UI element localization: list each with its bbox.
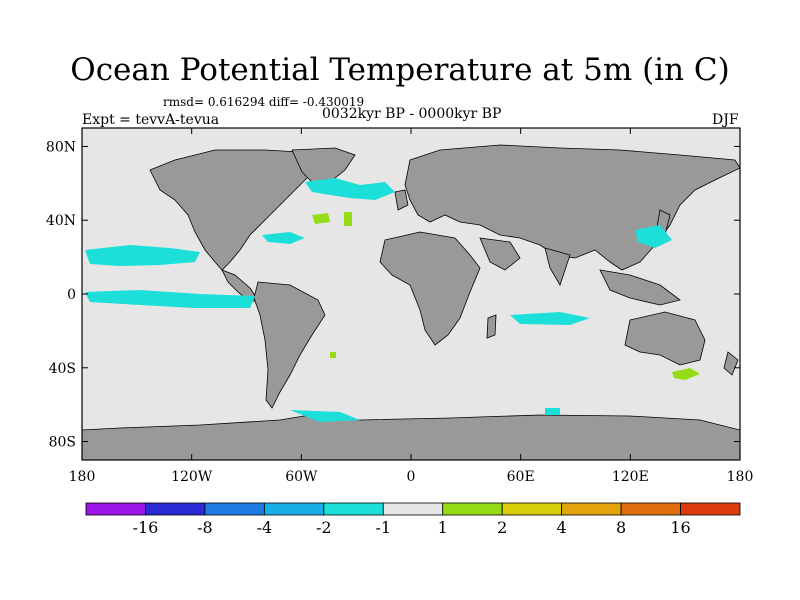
experiment-label: Expt = tevvA-tevua: [82, 112, 220, 128]
colorbar-swatch: [561, 502, 622, 516]
anomaly-patch-atlantic-green: [312, 212, 352, 226]
anomaly-patch-north-pacific: [85, 245, 200, 266]
lat-tick-label: 0: [67, 287, 76, 303]
lat-tick-label: 40N: [46, 213, 76, 229]
anomaly-patch-australia-green: [672, 368, 700, 380]
rmsd-diff-stats: rmsd= 0.616294 diff= -0.430019: [163, 95, 365, 109]
lon-tick-label: 60W: [285, 469, 318, 485]
arabia-india-landmass: [479, 237, 571, 286]
colorbar-swatch: [145, 502, 206, 516]
latitude-axis: 80N 40N 0 40S 80S: [46, 139, 740, 451]
colorbar-label: 8: [615, 518, 627, 537]
south-america-landmass: [253, 281, 326, 409]
map-title: Ocean Potential Temperature at 5m (in C): [70, 52, 730, 88]
colorbar-swatch: [501, 502, 563, 516]
lat-tick-label: 40S: [49, 361, 76, 377]
colorbar-label: 1: [437, 518, 448, 537]
lat-tick-label: 80S: [49, 435, 76, 451]
map-panel: [81, 127, 741, 461]
anomaly-layer: [85, 178, 700, 422]
anomaly-patch-indian-ocean: [510, 312, 590, 325]
colorbar-swatch: [680, 502, 741, 516]
greenland-landmass: [291, 147, 356, 186]
anomaly-patch-southern-ocean: [290, 408, 560, 422]
anomaly-patch-equatorial-pacific: [85, 290, 255, 308]
colorbar-label: -1: [375, 518, 392, 537]
anomaly-patch-north-atlantic: [305, 178, 395, 200]
lon-tick-label: 0: [407, 469, 416, 485]
british-isles-landmass: [394, 189, 409, 211]
lon-tick-label: 120W: [171, 469, 213, 485]
colorbar-label: 2: [497, 518, 508, 537]
colorbar-swatch: [323, 502, 384, 516]
anomaly-patch-south-atlantic-green: [330, 352, 336, 358]
colorbar-labels: -16 -8 -4 -2 -1 1 2 4 8 16: [0, 518, 800, 542]
longitude-axis: 180 120W 60W 0 60E 120E 180: [69, 128, 754, 485]
southeast-asia-landmass: [599, 269, 681, 306]
colorbar-label: 16: [670, 518, 691, 537]
colorbar-label: 4: [556, 518, 567, 537]
colorbar-swatch: [263, 502, 325, 516]
madagascar-landmass: [486, 314, 497, 339]
colorbar-label: -2: [316, 518, 332, 537]
north-america-landmass: [149, 149, 321, 271]
anomaly-patch-kuroshio: [635, 225, 672, 248]
colorbar-label: -4: [256, 518, 273, 537]
africa-landmass: [379, 231, 481, 346]
colorbar-label: -8: [197, 518, 213, 537]
season-label: DJF: [712, 112, 739, 128]
lon-tick-label: 180: [727, 469, 754, 485]
new-zealand-landmass: [723, 351, 739, 376]
colorbar-swatch: [382, 502, 444, 516]
lat-tick-label: 80N: [46, 139, 76, 155]
colorbar: [85, 502, 741, 516]
colorbar-label: -16: [132, 518, 159, 537]
colorbar-swatch: [620, 502, 681, 516]
colorbar-swatch: [204, 502, 265, 516]
anomaly-patch-gulf-stream: [262, 232, 305, 244]
lon-tick-label: 60E: [507, 469, 535, 485]
colorbar-swatch: [442, 502, 503, 516]
lon-tick-label: 120E: [612, 469, 649, 485]
central-america-landmass: [221, 269, 259, 303]
colorbar-swatch: [85, 502, 146, 516]
period-label: 0032kyr BP - 0000kyr BP: [322, 106, 502, 122]
lon-tick-label: 180: [69, 469, 96, 485]
australia-landmass: [624, 311, 706, 366]
